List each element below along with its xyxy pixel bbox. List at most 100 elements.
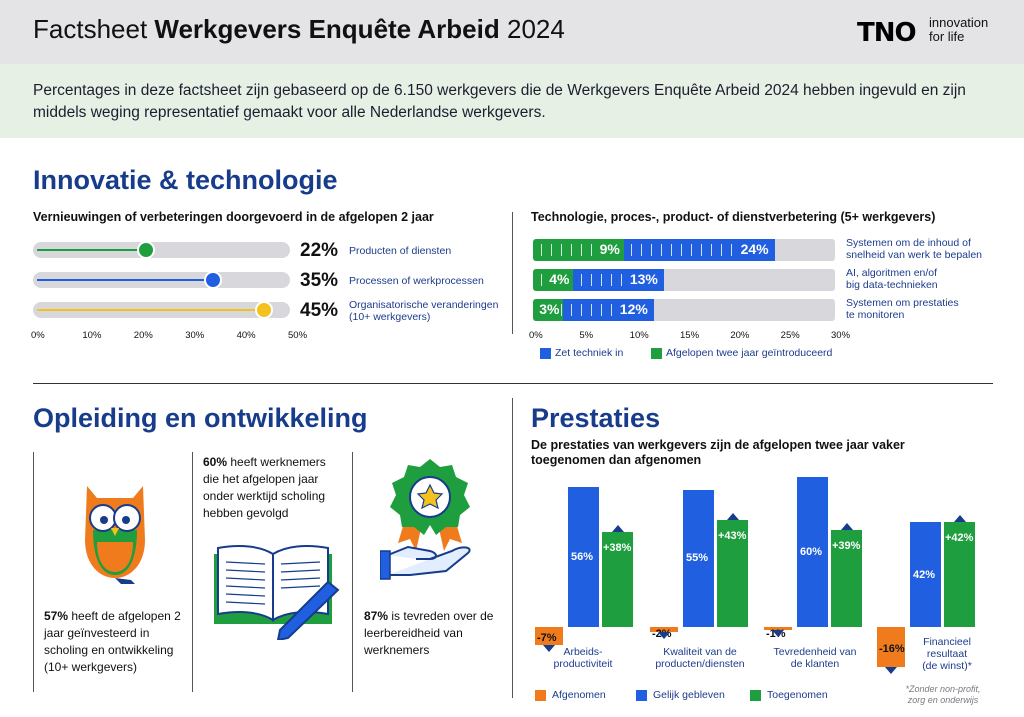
- bar-stripe: [601, 274, 602, 286]
- tagline-line-2: for life: [929, 29, 965, 44]
- bar-stripe: [561, 244, 562, 256]
- bar-value-label: 24%: [738, 241, 771, 257]
- stat-description: is tevreden over de leerbereidheid van w…: [364, 609, 494, 657]
- bar-stripe: [561, 304, 562, 316]
- value-label: 45%: [300, 300, 339, 321]
- footnote-line: *Zonder non-profit,: [905, 684, 981, 694]
- arrow-up-icon: [612, 525, 624, 532]
- bar-stripe: [551, 244, 552, 256]
- slider-knob: [203, 271, 222, 289]
- bar-stripe: [581, 274, 582, 286]
- category-label-line: Systemen om de inhoud of: [846, 237, 971, 249]
- category-label-line: te monitoren: [846, 309, 905, 321]
- bar-value-label: -16%: [879, 643, 905, 655]
- right-chart-subtitle: Technologie, proces-, product- of dienst…: [531, 210, 936, 224]
- intro-text: Percentages in deze factsheet zijn gebas…: [33, 82, 966, 121]
- category-label-line: de klanten: [790, 658, 840, 670]
- tno-logo: TNO: [857, 18, 917, 48]
- footnote-line: zorg en onderwijs: [907, 695, 979, 705]
- tech-bar-track: 3% 12%: [533, 299, 835, 321]
- category-label: Systemen om de inhoud of snelheid van wer…: [846, 237, 982, 261]
- slider-track: [33, 301, 290, 319]
- category-label-line: Financieel: [923, 636, 971, 648]
- bar-same: [797, 477, 828, 627]
- legend-label: Zet techniek in: [555, 347, 624, 359]
- bar-decreased: [535, 627, 563, 645]
- bar-value-label: 12%: [617, 301, 650, 317]
- x-tick-label: 30%: [831, 330, 851, 341]
- bar-stripe: [621, 274, 622, 286]
- stat-learning-willingness: 87% is tevreden over de leerbereidheid v…: [364, 608, 504, 659]
- arrow-down-icon: [772, 629, 784, 637]
- category-label-line: resultaat: [926, 648, 968, 660]
- header-bar: Factsheet Werkgevers Enquête Arbeid 2024…: [0, 0, 1024, 64]
- x-tick-label: 0%: [31, 330, 45, 341]
- bar-value-label: 60%: [800, 546, 823, 558]
- bar-decreased: [764, 627, 792, 630]
- slider-knob: [137, 241, 156, 259]
- bar-stripe: [611, 274, 612, 286]
- owl-icon: [85, 486, 145, 584]
- section-title-training: Opleiding en ontwikkeling: [33, 403, 368, 433]
- category-label-line: Arbeids-: [563, 646, 603, 658]
- title-prefix: Factsheet: [33, 14, 148, 44]
- stat-value: 60%: [203, 455, 228, 469]
- category-label: Kwaliteit van de producten/diensten: [645, 646, 755, 670]
- category-label-line: Systemen om prestaties: [846, 297, 959, 309]
- category-label-line: producten/diensten: [655, 658, 745, 670]
- arrow-up-icon: [841, 522, 853, 530]
- legend-label: Afgelopen twee jaar geïntroduceerd: [666, 347, 833, 359]
- footnote: *Zonder non-profit, zorg en onderwijs: [888, 684, 998, 706]
- stat-value: 87%: [364, 609, 389, 623]
- x-tick-label: 5%: [579, 330, 594, 341]
- bar-stripe: [581, 244, 582, 256]
- category-label-line: AI, algoritmen en/of: [846, 267, 938, 279]
- legend-label: Toegenomen: [767, 689, 828, 701]
- bar-increased: [602, 532, 633, 627]
- legend-swatch-green: [750, 690, 761, 701]
- left-chart-subtitle: Vernieuwingen of verbeteringen doorgevoe…: [33, 210, 434, 224]
- legend-label: Afgenomen: [552, 689, 606, 701]
- stat-value: 57%: [44, 609, 69, 623]
- title-year: 2024: [506, 14, 565, 44]
- legend-swatch-green: [651, 348, 662, 359]
- bar-stripe: [651, 244, 652, 256]
- category-label-line: Tevredenheid van: [773, 646, 857, 658]
- category-label-line: snelheid van werk te bepalen: [846, 249, 983, 261]
- arrow-down-icon: [543, 644, 555, 652]
- x-tick-label: 10%: [629, 330, 649, 341]
- page-title: Factsheet Werkgevers Enquête Arbeid 2024: [33, 14, 565, 45]
- column-divider: [33, 452, 34, 692]
- arrow-down-icon: [658, 632, 670, 639]
- bar-value-label: 56%: [571, 551, 594, 563]
- x-tick-label: 10%: [82, 330, 102, 341]
- x-tick-label: 40%: [236, 330, 256, 341]
- bar-stripe: [731, 244, 732, 256]
- bar-stripe: [581, 304, 582, 316]
- category-label: Organisatorische veranderingen (10+ werk…: [349, 299, 498, 323]
- bar-stripe: [591, 244, 592, 256]
- bar-increased: [944, 522, 975, 627]
- vertical-divider: [512, 398, 513, 698]
- slider-fill: [37, 309, 263, 311]
- stat-description: heeft de afgelopen 2 jaar geïnvesteerd i…: [44, 609, 181, 674]
- x-tick-label: 30%: [185, 330, 205, 341]
- arrow-down-icon: [885, 667, 897, 674]
- slider-knob: [255, 301, 274, 319]
- x-tick-label: 15%: [680, 330, 700, 341]
- bar-same: [910, 522, 941, 627]
- slider-track: [33, 271, 290, 289]
- category-label: AI, algoritmen en/of big data-technieken: [846, 267, 938, 291]
- book-icon: [214, 545, 340, 640]
- bar-value-label: +42%: [945, 532, 974, 544]
- bar-stripe: [641, 244, 642, 256]
- bar-stripe: [661, 244, 662, 256]
- intro-band: Percentages in deze factsheet zijn gebas…: [0, 64, 1024, 138]
- tech-bar-track: 9% 24%: [533, 239, 835, 261]
- value-label: 22%: [300, 240, 339, 261]
- bar-stripe: [541, 274, 542, 286]
- tech-bar-track: 4% 13%: [533, 269, 835, 291]
- bar-stripe: [611, 304, 612, 316]
- bar-stripe: [541, 244, 542, 256]
- bar-value-label: 3%: [537, 301, 562, 317]
